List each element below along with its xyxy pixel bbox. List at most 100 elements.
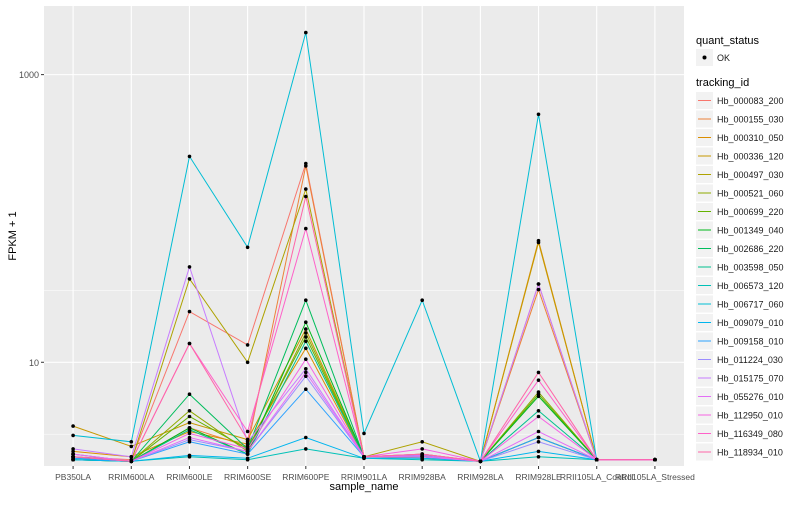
- data-point: [536, 370, 541, 375]
- data-point: [245, 447, 250, 451]
- x-axis-title: sample_name: [329, 481, 398, 493]
- data-point: [187, 392, 192, 397]
- data-point: [420, 447, 425, 451]
- data-point: [129, 455, 134, 459]
- x-tick-label: RRIM600LE: [166, 472, 213, 482]
- data-point: [129, 440, 134, 444]
- data-point: [594, 457, 599, 462]
- data-point: [129, 444, 134, 449]
- data-point: [536, 282, 541, 286]
- legend-label: Hb_011224_030: [717, 355, 783, 365]
- legend-label: Hb_000155_030: [717, 115, 784, 125]
- data-point: [71, 433, 75, 438]
- legend-label: Hb_118934_010: [717, 448, 783, 458]
- data-point: [304, 327, 308, 331]
- legend-label: Hb_000521_060: [717, 189, 784, 199]
- data-point: [245, 245, 250, 250]
- data-point: [536, 435, 541, 440]
- data-point: [187, 420, 192, 425]
- data-point: [420, 440, 425, 444]
- data-point: [187, 309, 192, 314]
- data-point: [304, 320, 308, 325]
- data-point: [245, 360, 250, 365]
- data-point: [245, 452, 250, 456]
- data-point: [536, 429, 541, 434]
- data-point: [304, 387, 308, 392]
- legend-label: Hb_002686_220: [717, 244, 784, 254]
- data-point: [536, 409, 541, 413]
- data-point: [420, 455, 425, 459]
- data-point: [71, 449, 75, 454]
- data-point: [71, 452, 75, 456]
- y-tick-label: 1000: [19, 70, 39, 80]
- legend-label: Hb_009158_010: [717, 337, 784, 347]
- x-tick-label: RRIM600LA: [108, 472, 155, 482]
- y-tick-label: 10: [29, 358, 39, 368]
- data-point: [536, 449, 541, 454]
- data-point: [245, 343, 250, 347]
- x-tick-label: RRII105LA_Stressed: [615, 472, 695, 482]
- data-point: [420, 298, 425, 303]
- legend-label: Hb_006717_060: [717, 300, 784, 310]
- data-point: [187, 277, 192, 281]
- data-point: [536, 378, 541, 383]
- legend-label: Hb_000699_220: [717, 207, 784, 217]
- data-point: [304, 187, 308, 191]
- data-point: [304, 374, 308, 379]
- legend-label: Hb_006573_120: [717, 281, 784, 291]
- y-axis-title: FPKM + 1: [7, 211, 19, 260]
- data-point: [304, 164, 308, 168]
- data-point: [304, 367, 308, 371]
- data-point: [304, 298, 308, 303]
- data-point: [304, 339, 308, 344]
- legend-label: Hb_116349_080: [717, 429, 783, 439]
- data-point: [362, 455, 366, 459]
- data-point: [187, 265, 192, 269]
- legend-label: Hb_000336_120: [717, 152, 784, 162]
- data-point: [653, 457, 657, 462]
- x-tick-label: PB350LA: [55, 472, 91, 482]
- data-point: [245, 429, 250, 434]
- data-point: [304, 435, 308, 440]
- data-point: [304, 357, 308, 362]
- data-point: [536, 112, 541, 117]
- data-point: [71, 424, 75, 428]
- data-point: [187, 431, 192, 436]
- legend-label: Hb_015175_070: [717, 374, 784, 384]
- legend-label: Hb_001349_040: [717, 226, 784, 236]
- data-point: [304, 370, 308, 375]
- data-point: [187, 435, 192, 440]
- data-point: [536, 394, 541, 399]
- legend: quant_status OK tracking_id Hb_000083_20…: [696, 35, 784, 461]
- data-point: [245, 437, 250, 442]
- data-point: [304, 331, 308, 335]
- x-tick-label: RRIM928LE: [515, 472, 562, 482]
- legend-label: Hb_000083_200: [717, 96, 784, 106]
- x-tick-label: RRII105LA_Control: [560, 472, 634, 482]
- data-point: [129, 459, 134, 464]
- data-point: [187, 414, 192, 419]
- data-points: [71, 30, 657, 464]
- data-point: [420, 452, 425, 456]
- x-tick-label: RRIM928BA: [399, 472, 447, 482]
- data-point: [536, 240, 541, 245]
- data-point: [304, 226, 308, 231]
- data-point: [245, 449, 250, 454]
- x-tick-label: RRIM901LA: [341, 472, 388, 482]
- x-tick-label: RRIM600PE: [282, 472, 330, 482]
- legend-quant-point: [702, 55, 707, 60]
- legend-quant-label: OK: [717, 53, 730, 63]
- data-point: [304, 194, 308, 199]
- legend-label: Hb_112950_010: [717, 411, 783, 421]
- data-point: [304, 447, 308, 451]
- axes: 10 1000 PB350LA RRIM600LA RRIM600LE RRIM600SE…: [19, 70, 695, 482]
- data-point: [536, 455, 541, 459]
- x-tick-label: RRIM928LA: [457, 472, 504, 482]
- data-point: [187, 409, 192, 413]
- legend-series-title: tracking_id: [696, 77, 749, 89]
- data-point: [362, 431, 366, 436]
- data-point: [536, 414, 541, 419]
- data-point: [187, 427, 192, 432]
